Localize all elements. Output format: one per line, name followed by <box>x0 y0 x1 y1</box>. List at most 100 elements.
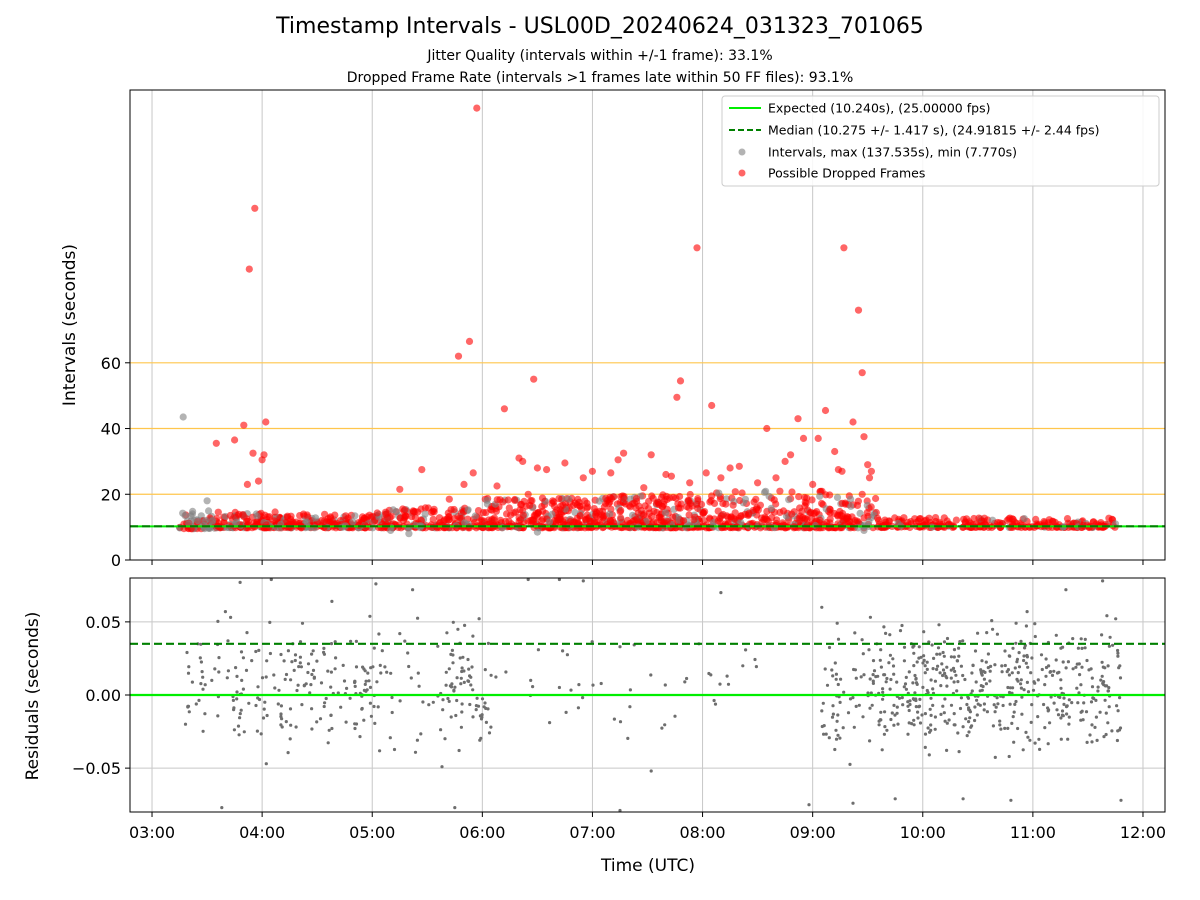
dropped-frame-point <box>963 515 971 523</box>
residual-point <box>295 688 299 693</box>
residual-point <box>890 711 894 715</box>
residual-point <box>236 724 241 728</box>
residual-point <box>1006 685 1010 690</box>
residual-point <box>885 676 889 681</box>
residual-point <box>958 640 962 644</box>
dropped-frame-point <box>260 451 268 459</box>
dropped-frame-point <box>226 511 234 520</box>
residual-point <box>379 671 383 675</box>
dropped-frame-point <box>573 501 581 509</box>
residual-point <box>712 698 716 703</box>
residual-point <box>1096 685 1100 689</box>
residual-point <box>315 720 319 724</box>
residual-point <box>1036 678 1040 682</box>
residual-point <box>536 648 541 652</box>
residual-point <box>1089 700 1094 704</box>
residual-point <box>1048 721 1052 725</box>
residual-point <box>185 650 189 655</box>
x-tick-label: 03:00 <box>129 823 175 842</box>
residual-point <box>988 669 992 673</box>
residual-point <box>852 725 856 729</box>
residual-point <box>1116 654 1120 658</box>
dropped-frame-point <box>738 489 746 497</box>
residual-point <box>1061 714 1065 718</box>
dropped-frame-point <box>270 517 278 525</box>
residual-point <box>835 621 839 625</box>
dropped-frame-point <box>1006 514 1014 522</box>
residual-point <box>932 656 936 661</box>
interval-point <box>715 489 723 497</box>
residual-point <box>945 684 949 688</box>
residual-point <box>377 632 381 636</box>
dropped-frame-point <box>235 510 243 518</box>
residual-point <box>979 670 983 674</box>
dropped-frame-point <box>262 418 270 426</box>
residual-point <box>945 636 950 641</box>
residual-point <box>914 681 919 685</box>
residual-point <box>257 648 261 653</box>
residual-point <box>201 687 205 691</box>
residual-point <box>842 690 846 694</box>
dropped-frame-point <box>872 494 880 503</box>
residual-point <box>1003 649 1007 653</box>
residual-point <box>900 623 904 628</box>
residual-point <box>931 687 935 691</box>
residual-point <box>834 737 839 741</box>
residual-point <box>451 620 455 624</box>
residual-point <box>618 720 623 724</box>
dropped-frame-point <box>296 511 304 520</box>
dropped-frame-point <box>445 523 453 532</box>
residual-point <box>1025 653 1029 658</box>
residual-point <box>904 687 909 691</box>
residual-point <box>955 659 959 663</box>
dropped-frame-point <box>799 434 808 442</box>
dropped-frame-point <box>693 244 701 252</box>
residual-point <box>1029 720 1033 725</box>
dropped-frame-point <box>708 401 716 410</box>
residual-point <box>854 676 858 680</box>
residual-point <box>1116 651 1120 655</box>
residual-point <box>315 659 319 663</box>
dropped-frame-point <box>799 513 807 522</box>
residual-point <box>487 731 492 735</box>
residual-point <box>1037 737 1041 741</box>
residual-point <box>970 689 974 693</box>
dropped-frame-point <box>854 497 863 505</box>
residual-point <box>1007 690 1012 695</box>
dropped-frame-point <box>460 480 468 488</box>
dropped-frame-point <box>487 505 495 513</box>
residual-point <box>917 645 921 649</box>
residual-point <box>933 727 937 731</box>
residual-point <box>1083 637 1087 642</box>
residual-point <box>406 651 410 655</box>
residual-point <box>1026 665 1030 669</box>
residual-point <box>937 623 941 627</box>
residual-point <box>354 722 359 726</box>
residual-point <box>354 665 359 669</box>
residual-point <box>232 728 236 732</box>
x-tick-label: 11:00 <box>1010 823 1056 842</box>
residual-point <box>309 683 313 687</box>
residual-point <box>888 687 892 691</box>
residual-point <box>354 639 358 644</box>
residual-point <box>1090 723 1094 727</box>
dropped-frame-point <box>231 436 239 444</box>
dropped-frame-point <box>418 466 426 474</box>
residual-point <box>283 677 287 682</box>
residual-point <box>824 732 828 736</box>
residual-point <box>1029 671 1033 675</box>
residual-point <box>947 718 951 722</box>
residual-point <box>853 631 857 635</box>
interval-point <box>816 492 824 500</box>
interval-point <box>741 495 750 503</box>
residual-point <box>336 691 340 695</box>
residual-point <box>985 710 990 714</box>
x-tick-label: 04:00 <box>239 823 285 842</box>
residual-point <box>1059 716 1063 720</box>
interval-point <box>606 510 614 518</box>
residual-point <box>378 749 382 753</box>
residual-point <box>859 675 863 679</box>
residual-point <box>254 703 258 708</box>
residual-point <box>980 688 984 692</box>
residual-point <box>753 657 757 662</box>
